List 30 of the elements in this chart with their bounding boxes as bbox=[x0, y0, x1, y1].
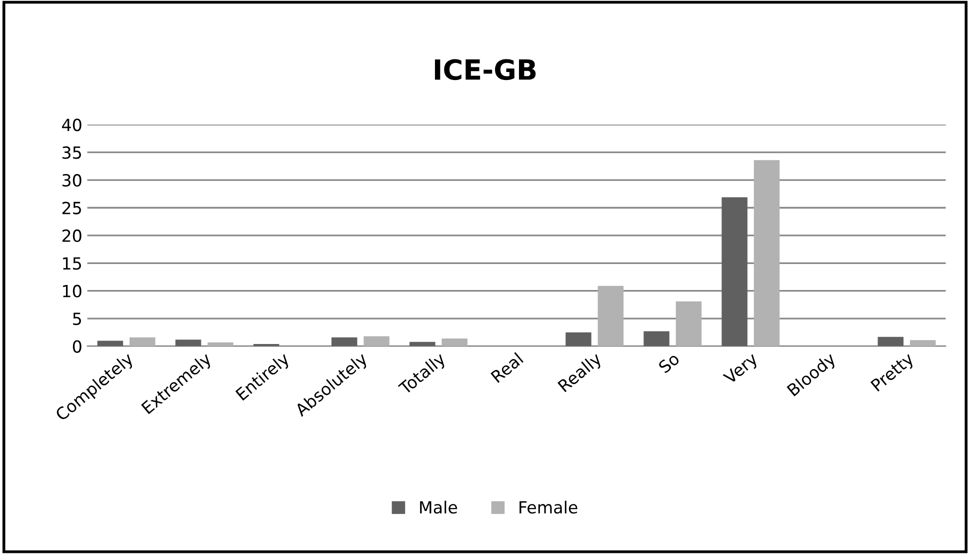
legend-label: Female bbox=[520, 500, 578, 514]
x-tick-label: So bbox=[658, 352, 680, 374]
bar bbox=[130, 337, 156, 346]
y-tick-label: 15 bbox=[63, 257, 81, 270]
bar bbox=[410, 342, 436, 346]
bar bbox=[566, 332, 592, 346]
bar bbox=[722, 197, 748, 346]
bar bbox=[97, 340, 124, 346]
bar bbox=[331, 337, 358, 346]
bar bbox=[598, 286, 624, 346]
y-tick-label: 35 bbox=[62, 146, 81, 159]
y-tick-label: 40 bbox=[62, 118, 82, 132]
y-tick-label: 20 bbox=[62, 229, 82, 242]
chart-title: ICE-GB bbox=[434, 59, 536, 80]
bar bbox=[644, 331, 670, 346]
bar bbox=[676, 301, 702, 346]
bar bbox=[442, 338, 468, 346]
bar bbox=[175, 340, 202, 346]
bar bbox=[878, 336, 904, 346]
y-tick-label: 0 bbox=[72, 340, 82, 353]
y-tick-label: 10 bbox=[63, 284, 82, 298]
y-tick-label: 25 bbox=[62, 202, 81, 214]
bar bbox=[208, 342, 234, 346]
bar bbox=[910, 340, 936, 346]
legend-label: Male bbox=[420, 500, 458, 514]
bar bbox=[754, 160, 780, 346]
bar bbox=[364, 336, 390, 346]
x-tick-label: Very bbox=[722, 352, 761, 388]
y-tick-label: 30 bbox=[62, 174, 82, 187]
y-tick-label: 5 bbox=[73, 312, 81, 326]
